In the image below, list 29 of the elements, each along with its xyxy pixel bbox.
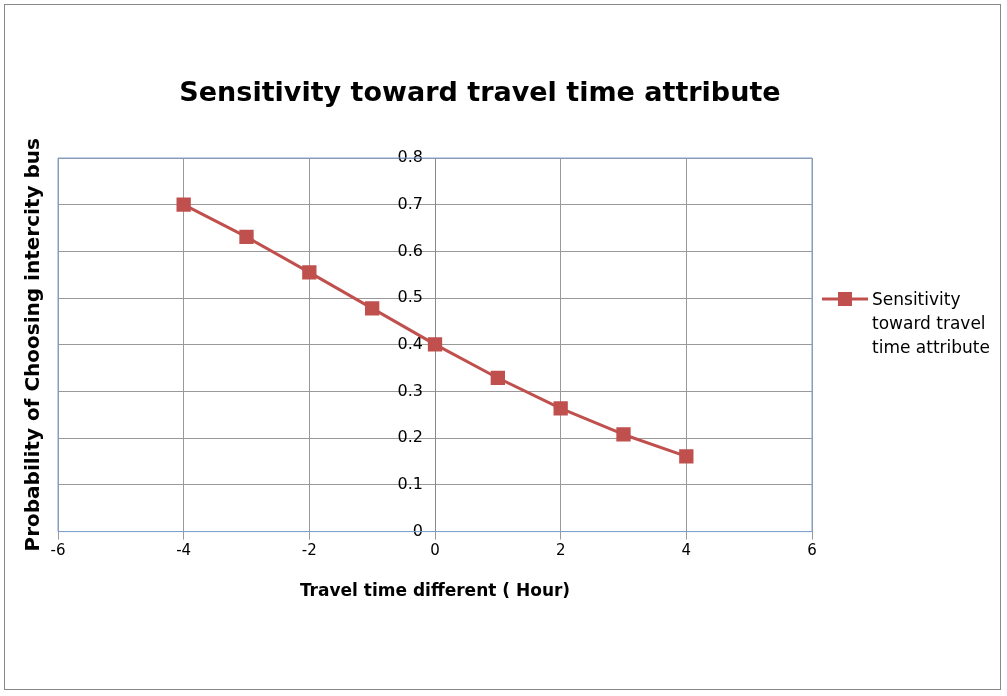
x-tick-label: 6 [807,541,817,560]
x-tick-label: -2 [301,541,317,560]
point [679,449,694,464]
y-tick-label: 0.4 [397,333,423,353]
legend-label: Sensitivity toward travel time attribute [872,288,991,359]
x-tick-label: -4 [176,541,192,560]
y-tick-label: 0 [412,520,423,540]
y-tick-label: 0.7 [397,193,423,213]
y-tick-label: 0.5 [397,287,423,307]
point [239,229,254,245]
point [553,401,568,416]
chart-title: Sensitivity toward travel time attribute [178,76,782,107]
y-tick-label: 0.1 [397,474,423,494]
y-tick-label: 0.6 [397,240,423,260]
point [365,301,380,316]
y-tick-label: 0.8 [397,147,423,167]
y-axis-title: Probability of Choosing intercity bus [20,138,45,552]
y-tick-label: 0.2 [397,427,423,447]
point [490,370,505,386]
x-axis-title: Travel time different ( Hour) [299,580,571,601]
point [616,427,631,442]
x-tick-label: 4 [681,541,692,560]
point [302,265,317,280]
x-tick-label: 0 [430,541,440,560]
x-tick-label: -6 [50,541,66,560]
point [176,197,191,212]
point [427,337,443,352]
y-tick-label: 0.3 [397,380,423,400]
x-tick-label: 2 [555,541,566,560]
